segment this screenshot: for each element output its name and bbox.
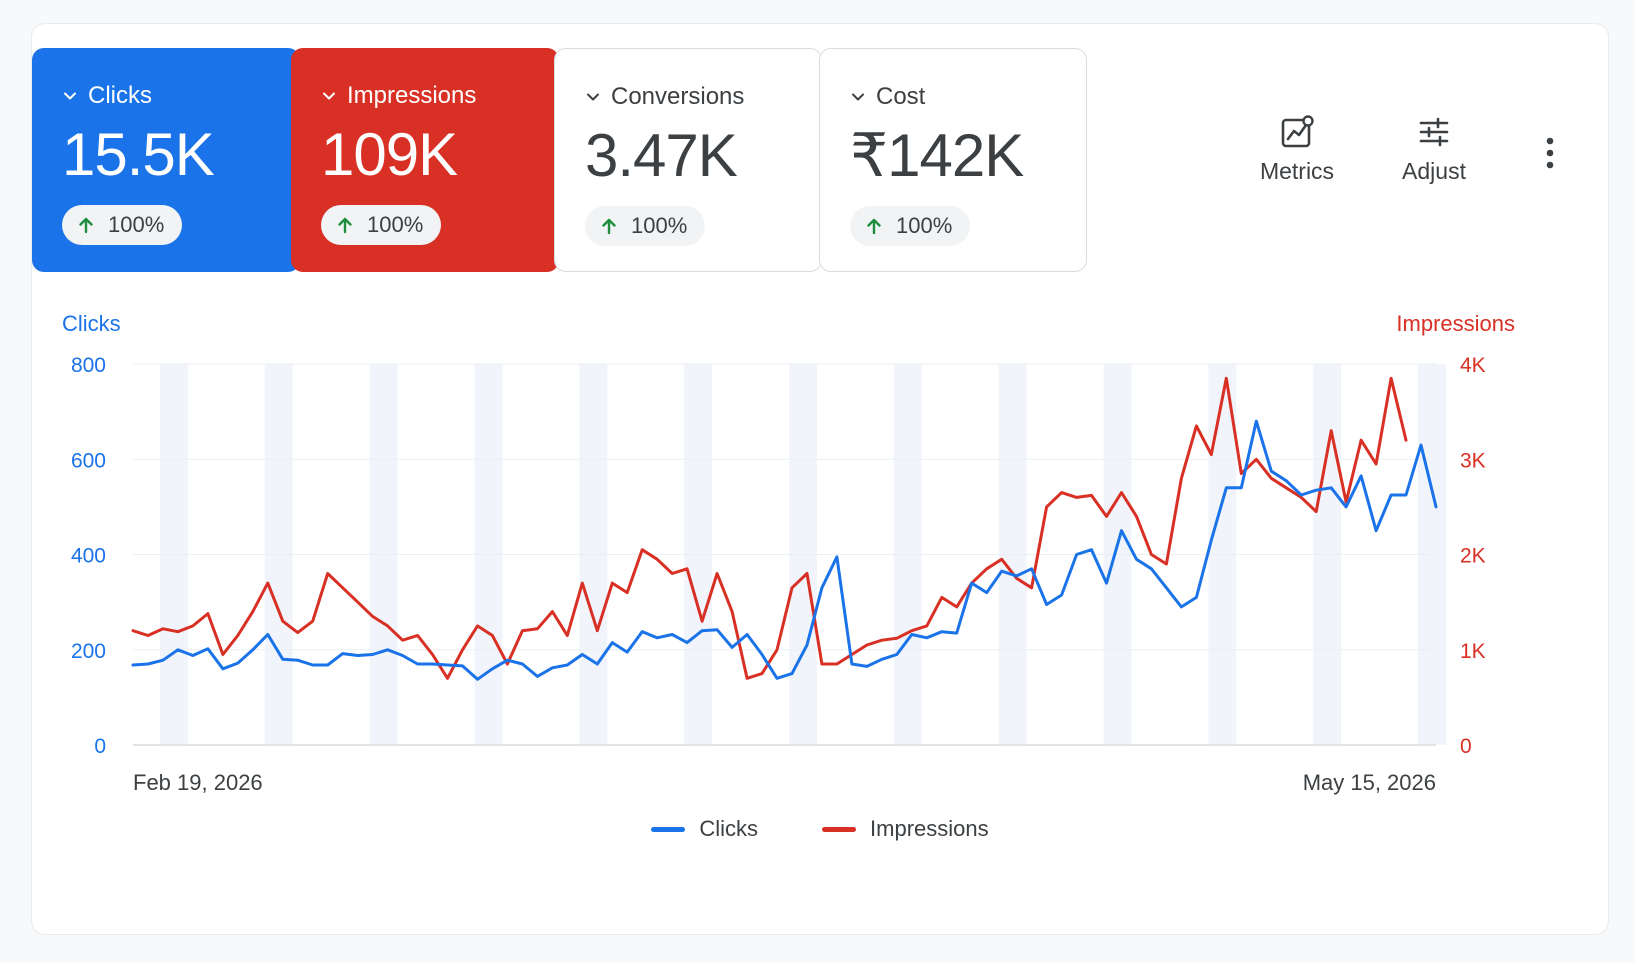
metric-card-conversions[interactable]: Conversions 3.47K 100% <box>554 48 822 272</box>
metric-card-clicks[interactable]: Clicks 15.5K 100% <box>32 48 300 272</box>
metric-card-label: Impressions <box>321 82 476 110</box>
metric-card-label-text: Impressions <box>347 82 477 109</box>
metric-card-label: Cost <box>850 83 925 111</box>
line-chart: 0 200 400 600 800 0 1K 2K 3K 4K Clicks Impressions F… <box>62 311 1515 795</box>
metric-card-cost[interactable]: Cost ₹142K 100% <box>819 48 1087 272</box>
legend-item-clicks[interactable]: Clicks <box>651 816 758 842</box>
y-tick-right: 4K <box>1460 354 1486 377</box>
change-badge: 100% <box>321 205 442 245</box>
metric-card-label-text: Cost <box>876 83 926 110</box>
tune-icon <box>1419 117 1449 147</box>
metric-card-value: 15.5K <box>62 121 215 188</box>
metrics-button-label: Metrics <box>1259 158 1335 184</box>
performance-panel: Clicks 15.5K 100% Impressions 109K 100% … <box>31 23 1609 935</box>
change-badge-text: 100% <box>108 212 165 237</box>
change-badge-text: 100% <box>367 212 424 237</box>
chart-line-icon <box>1281 115 1314 148</box>
adjust-button[interactable]: Adjust <box>1379 114 1489 185</box>
metric-card-label: Clicks <box>62 82 152 110</box>
metric-card-value: 3.47K <box>585 122 738 189</box>
chevron-down-icon <box>852 93 864 101</box>
y-axis-title-right: Impressions <box>1396 311 1515 336</box>
change-badge-text: 100% <box>896 213 953 238</box>
y-tick-left: 400 <box>71 545 106 568</box>
chevron-down-icon <box>323 92 335 100</box>
metric-card-value: ₹142K <box>850 122 1024 189</box>
legend-label-impressions: Impressions <box>870 816 989 841</box>
change-badge: 100% <box>850 206 971 246</box>
y-tick-left: 200 <box>71 640 106 663</box>
y-tick-right: 0 <box>1460 735 1472 758</box>
y-tick-right: 2K <box>1460 545 1486 568</box>
y-tick-left: 800 <box>71 354 106 377</box>
change-badge-text: 100% <box>631 213 688 238</box>
change-badge: 100% <box>62 205 183 245</box>
metric-card-label-text: Clicks <box>88 82 152 109</box>
arrow-up-icon <box>338 217 352 234</box>
y-tick-left: 0 <box>94 735 106 758</box>
arrow-up-icon <box>602 218 616 235</box>
y-tick-right: 3K <box>1460 449 1486 472</box>
legend-swatch-impressions <box>822 826 857 832</box>
metrics-button[interactable]: Metrics <box>1242 114 1352 185</box>
change-badge: 100% <box>585 206 706 246</box>
metric-card-label-text: Conversions <box>611 83 745 110</box>
y-tick-right: 1K <box>1460 640 1486 663</box>
metric-card-impressions[interactable]: Impressions 109K 100% <box>291 48 559 272</box>
more-vert-icon[interactable] <box>1544 136 1556 170</box>
x-tick-end: May 15, 2026 <box>1303 770 1436 795</box>
y-tick-left: 600 <box>71 449 106 472</box>
legend-label-clicks: Clicks <box>699 816 759 841</box>
y-axis-title-left: Clicks <box>62 311 121 336</box>
series-line-clicks <box>131 419 1438 681</box>
chevron-down-icon <box>587 93 599 101</box>
chevron-down-icon <box>64 92 76 100</box>
series-line-impressions <box>131 376 1408 680</box>
metric-card-label: Conversions <box>585 83 744 111</box>
x-tick-start: Feb 19, 2026 <box>133 770 263 795</box>
metric-card-value: 109K <box>321 121 458 188</box>
adjust-button-label: Adjust <box>1402 158 1466 184</box>
legend-swatch-clicks <box>651 826 686 832</box>
legend-item-impressions[interactable]: Impressions <box>822 816 989 842</box>
chart-legend: Clicks Impressions <box>32 816 1608 842</box>
arrow-up-icon <box>867 218 881 235</box>
arrow-up-icon <box>79 217 93 234</box>
